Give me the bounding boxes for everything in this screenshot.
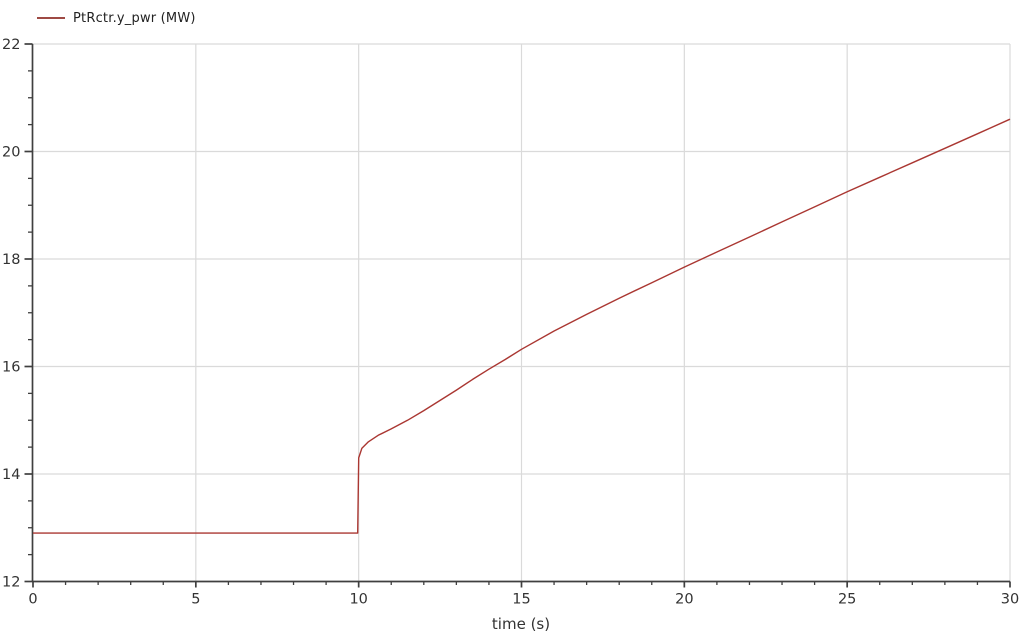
legend-label: PtRctr.y_pwr (MW) xyxy=(73,10,196,26)
y-tick-label: 14 xyxy=(2,467,20,483)
x-tick-label: 20 xyxy=(675,592,693,608)
y-tick-label: 18 xyxy=(2,252,20,268)
y-tick-label: 22 xyxy=(2,37,20,53)
x-tick-label: 30 xyxy=(1001,592,1019,608)
x-tick-label: 0 xyxy=(28,592,37,608)
x-tick-label: 25 xyxy=(838,592,856,608)
x-tick-label: 10 xyxy=(349,592,367,608)
x-axis-title: time (s) xyxy=(491,615,551,633)
y-tick-label: 12 xyxy=(2,575,20,591)
legend-line-swatch xyxy=(37,17,65,19)
y-tick-label: 20 xyxy=(2,145,20,161)
x-tick-label: 5 xyxy=(191,592,200,608)
series-line xyxy=(33,118,1011,534)
y-tick-label: 16 xyxy=(2,360,20,376)
legend[interactable]: PtRctr.y_pwr (MW) xyxy=(37,10,196,26)
x-tick-label: 15 xyxy=(512,592,530,608)
